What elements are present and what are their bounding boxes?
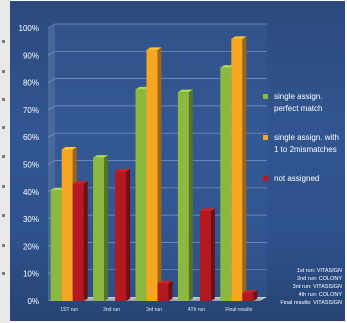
- bar-side: [188, 89, 193, 301]
- bar: [242, 290, 258, 301]
- y-tick-label: 70%: [23, 106, 39, 115]
- x-tick-label: 3rd run: [146, 307, 162, 313]
- gridline: [47, 187, 267, 193]
- gridline: [47, 78, 267, 83]
- x-tick-label: 4Th run: [188, 307, 205, 313]
- bar-front: [93, 157, 105, 301]
- bar-top: [231, 36, 247, 39]
- bar-front: [146, 49, 158, 302]
- bar-side: [104, 155, 109, 301]
- legend-swatch: [263, 135, 268, 140]
- legend-swatch: [263, 176, 268, 181]
- bar-front: [115, 171, 127, 301]
- left-edge-strip: [0, 0, 10, 323]
- legend-label: perfect match: [274, 104, 322, 113]
- run-note: 4th run: COLONY: [299, 292, 343, 298]
- bar: [177, 89, 193, 301]
- bar-front: [61, 149, 73, 301]
- y-tick-label: 50%: [23, 161, 39, 170]
- y-tick-label: 0%: [27, 297, 39, 306]
- x-tick-label: Final results: [225, 307, 252, 313]
- bar-top: [199, 208, 215, 211]
- bar-top: [93, 155, 109, 158]
- y-tick-label: 100%: [19, 24, 39, 33]
- y-tick-label: 30%: [23, 215, 39, 224]
- legend-label: not assigned: [274, 174, 319, 183]
- x-tick-label: 2nd run: [103, 307, 120, 313]
- legend: single assign. perfect match single assign…: [263, 92, 339, 183]
- bar: [115, 168, 131, 301]
- legend-label: 1 to 2mismatches: [274, 145, 337, 154]
- bar: [72, 181, 88, 301]
- y-tick-label: 20%: [23, 242, 39, 251]
- bar-series: [50, 36, 258, 302]
- bar-front: [199, 210, 211, 301]
- y-tick-label: 80%: [23, 79, 39, 88]
- legend-label: single assign. with: [274, 133, 339, 142]
- bar-top: [61, 146, 77, 150]
- y-tick-label: 60%: [23, 133, 39, 142]
- bar-top: [242, 290, 258, 293]
- bar-side: [157, 47, 162, 302]
- run-note: 2nd run: COLONY: [297, 276, 342, 282]
- bar-top: [146, 47, 162, 50]
- gridline: [47, 132, 267, 138]
- bar-top: [115, 168, 131, 172]
- bar: [199, 208, 215, 301]
- bar-side: [126, 168, 131, 301]
- x-tick-label: 1ST run: [60, 307, 78, 313]
- bar-front: [135, 89, 147, 301]
- bar-side: [83, 181, 88, 301]
- run-note: 1st run: VITASIGN: [297, 268, 342, 274]
- bar: [93, 155, 109, 301]
- bar-top: [177, 89, 193, 93]
- bar-side: [168, 280, 173, 301]
- bar: [157, 280, 173, 301]
- bar-front: [157, 283, 169, 301]
- bar-front: [220, 67, 232, 302]
- x-axis-labels: 1ST run 2nd run 3rd run 4Th run Final result…: [60, 307, 252, 313]
- bar-front: [177, 92, 189, 301]
- bar-side: [210, 208, 215, 301]
- bar-side: [253, 290, 258, 301]
- bar-side: [242, 36, 247, 302]
- gridline: [47, 50, 267, 56]
- y-tick-label: 10%: [23, 270, 39, 279]
- y-tick-label: 90%: [23, 51, 39, 60]
- run-notes: 1st run: VITASIGN 2nd run: COLONY 3rd run:…: [280, 268, 342, 306]
- bar-front: [72, 183, 84, 301]
- y-tick-label: 40%: [23, 188, 39, 197]
- bar-front: [231, 38, 243, 302]
- legend-label: single assign.: [274, 92, 322, 101]
- bar-front: [50, 190, 62, 301]
- run-note: Final results: VITASSIGN: [280, 300, 342, 306]
- legend-swatch: [263, 94, 268, 99]
- gridline: [47, 105, 267, 111]
- bar-top: [157, 280, 173, 284]
- bar: [146, 47, 162, 302]
- bar: [231, 36, 247, 302]
- gridline: [47, 23, 267, 29]
- y-axis-ticks: 0% 10% 20% 30% 40% 50% 60% 70% 80% 90% 100%: [19, 23, 267, 306]
- run-note: 3rd run: VITASSIGN: [293, 284, 342, 290]
- gridline: [47, 160, 267, 165]
- bar-top: [72, 181, 88, 184]
- chart-panel: 0% 10% 20% 30% 40% 50% 60% 70% 80% 90% 100% 1ST ru…: [10, 1, 345, 321]
- bar-front: [242, 292, 254, 301]
- bar-chart: 0% 10% 20% 30% 40% 50% 60% 70% 80% 90% 100% 1ST ru…: [19, 23, 342, 313]
